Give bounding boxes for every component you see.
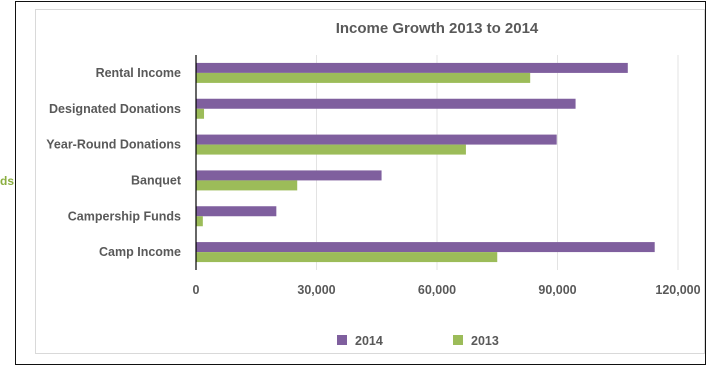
x-tick-label: 30,000 (297, 283, 335, 297)
cropped-side-label: ds (0, 174, 15, 188)
category-label: Designated Donations (49, 102, 181, 116)
bar-2013-camp-income (196, 252, 498, 263)
x-tick-label: 90,000 (538, 283, 576, 297)
category-label: Banquet (131, 173, 182, 187)
legend: 2014 2013 (337, 334, 499, 348)
category-label: Campership Funds (68, 209, 181, 223)
chart-frame (15, 1, 706, 365)
category-label: Rental Income (96, 66, 181, 80)
bar-2014-campership-funds (196, 206, 277, 217)
bar-2014-designated-donations (196, 98, 576, 109)
category-label: Year-Round Donations (46, 138, 181, 152)
legend-label-2014: 2014 (355, 334, 383, 348)
chart-area-border (35, 9, 705, 354)
bar-2013-campership-funds (196, 216, 203, 227)
legend-swatch-2013 (453, 335, 463, 345)
bar-2014-banquet (196, 170, 382, 181)
bar-2014-rental-income (196, 62, 628, 73)
x-tick-label: 0 (193, 283, 200, 297)
bar-2013-banquet (196, 180, 298, 191)
legend-swatch-2014 (337, 335, 347, 345)
bar-2014-year-round-donations (196, 134, 557, 145)
x-tick-label: 60,000 (418, 283, 456, 297)
bar-2013-year-round-donations (196, 144, 466, 155)
bar-2014-camp-income (196, 242, 655, 253)
chart-title: Income Growth 2013 to 2014 (336, 20, 539, 37)
bar-2013-designated-donations (196, 108, 205, 119)
x-tick-label: 120,000 (655, 283, 700, 297)
legend-label-2013: 2013 (471, 334, 499, 348)
bar-2013-rental-income (196, 72, 531, 83)
category-label: Camp Income (99, 245, 181, 259)
